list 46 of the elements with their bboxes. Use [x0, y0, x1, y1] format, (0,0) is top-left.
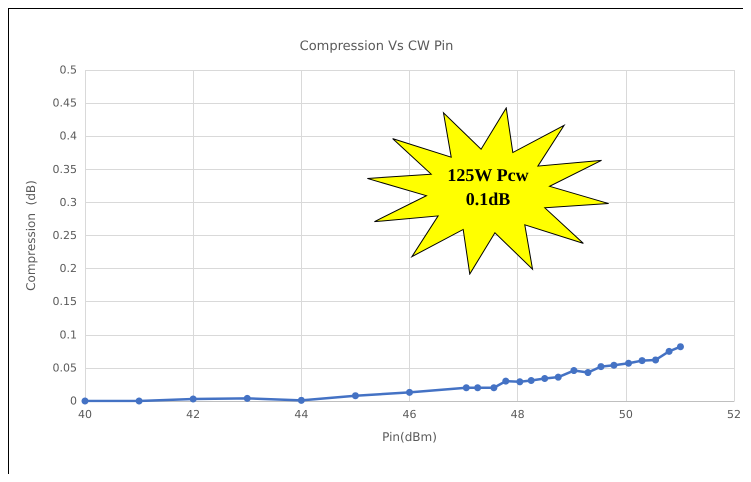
point	[652, 356, 660, 364]
x-tick-label: 44	[294, 408, 308, 421]
point	[638, 357, 646, 364]
point	[528, 376, 535, 384]
y-tick-label: 0.5	[60, 64, 77, 76]
x-tick-label: 50	[618, 408, 633, 421]
point	[462, 384, 470, 392]
y-tick-label: 0	[70, 394, 77, 408]
point	[490, 384, 498, 392]
y-tick-label: 0.05	[52, 361, 77, 374]
point	[516, 378, 524, 386]
point	[666, 348, 673, 355]
point	[541, 374, 548, 382]
point	[474, 384, 482, 392]
point	[406, 388, 413, 396]
point	[244, 394, 251, 402]
y-tick-label: 0.35	[52, 162, 77, 176]
x-tick-label: 48	[510, 408, 525, 421]
point	[570, 367, 578, 374]
point	[625, 360, 632, 367]
x-tick-label: 52	[727, 408, 741, 421]
point	[190, 396, 197, 403]
y-tick-label: 0.2	[60, 262, 77, 276]
x-axis-title: Pin(dBm)	[382, 430, 437, 444]
point	[82, 398, 88, 404]
annotation: 125W Pcw 0.1dB	[446, 164, 530, 211]
point	[610, 362, 618, 369]
chart-title: Compression Vs CW Pin	[300, 39, 454, 54]
x-tick-label: 40	[78, 408, 92, 421]
x-tick-label: 42	[186, 408, 200, 421]
point	[584, 369, 592, 376]
y-tick-label: 0.45	[52, 96, 77, 110]
y-tick-label: 0.1	[60, 328, 77, 342]
point	[502, 378, 510, 385]
point	[352, 392, 359, 400]
y-tick-label: 0.3	[60, 196, 77, 209]
y-tick-label: 0.25	[52, 229, 77, 242]
point	[676, 343, 684, 350]
x-tick-label: 46	[402, 408, 416, 421]
point	[298, 396, 305, 404]
point	[597, 363, 604, 370]
point	[554, 374, 562, 381]
y-axis-title: Compression (dB)	[24, 180, 38, 291]
y-tick-label: 0.15	[52, 295, 77, 308]
point	[136, 398, 143, 404]
y-tick-label: 0.4	[60, 130, 77, 143]
